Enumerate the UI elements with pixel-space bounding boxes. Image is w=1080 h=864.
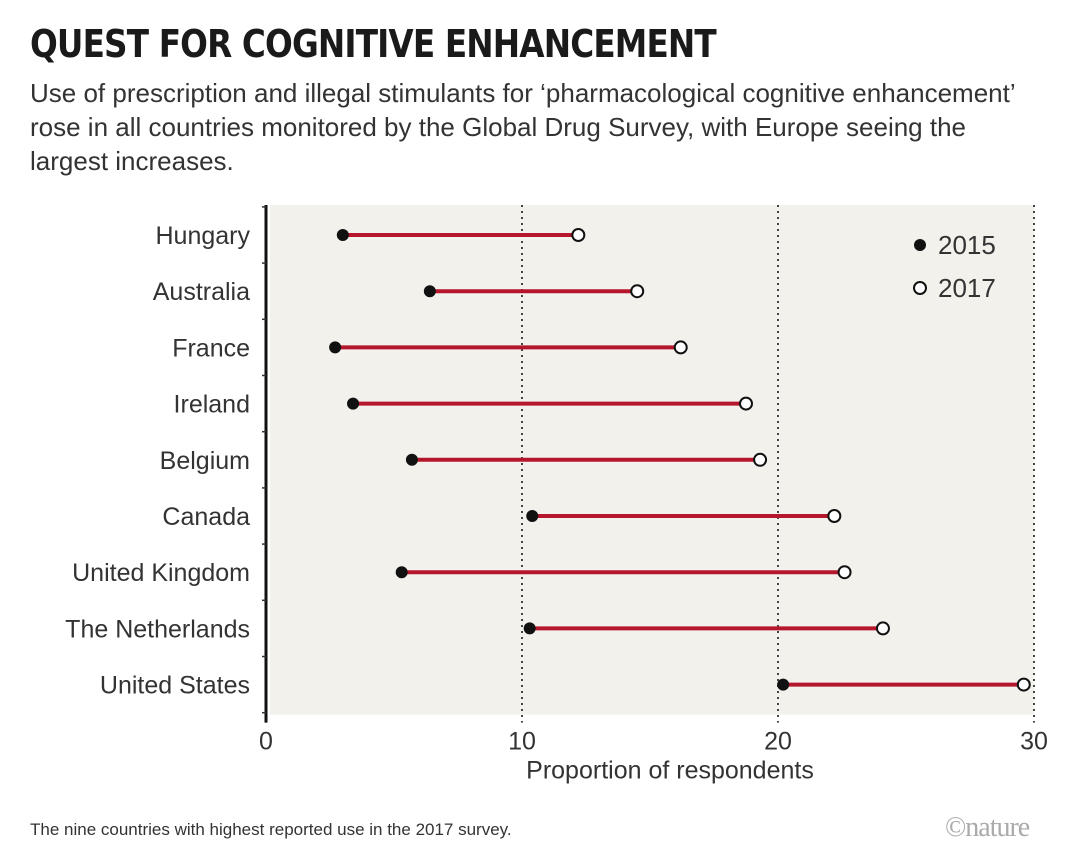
point-2015 [523,622,536,635]
legend-label-2015: 2015 [938,230,996,260]
point-2017 [739,396,753,411]
point-2015 [329,341,342,354]
category-label: Canada [162,503,250,531]
x-tick-label: 10 [508,728,536,756]
point-2015 [347,397,360,410]
category-label: Australia [153,278,250,306]
legend-marker-2017 [913,281,927,295]
category-label: Ireland [174,391,250,419]
point-2017 [673,340,688,355]
point-2015 [405,453,418,466]
category-label: Hungary [156,222,251,250]
point-2015 [395,566,408,579]
point-2015 [526,510,539,522]
nature-logo: ©nature [945,812,1030,843]
point-2015 [777,678,790,691]
x-tick-label: 30 [1020,728,1048,756]
category-label: United Kingdom [72,559,250,587]
point-2017 [571,228,586,242]
chart-title: QUEST FOR COGNITIVE ENHANCEMENT [30,22,717,66]
legend-marker-2015 [914,239,926,251]
point-2017 [1016,677,1031,692]
legend-label-2017: 2017 [938,273,996,303]
point-2015 [336,229,349,241]
point-2017 [827,509,842,523]
x-tick-label: 20 [764,728,792,756]
x-axis-label: Proportion of respondents [526,757,814,785]
point-2017 [837,565,852,580]
x-tick-label: 0 [259,728,273,756]
footnote: The nine countries with highest reported… [30,820,512,839]
point-2017 [753,452,768,467]
category-label: France [172,334,250,362]
point-2017 [630,284,645,299]
category-label: The Netherlands [65,615,250,643]
point-2017 [875,621,890,636]
category-label: United States [100,672,250,700]
point-2015 [423,285,436,298]
category-label: Belgium [160,447,250,475]
chart-subtitle: Use of prescription and illegal stimulan… [30,78,1015,176]
